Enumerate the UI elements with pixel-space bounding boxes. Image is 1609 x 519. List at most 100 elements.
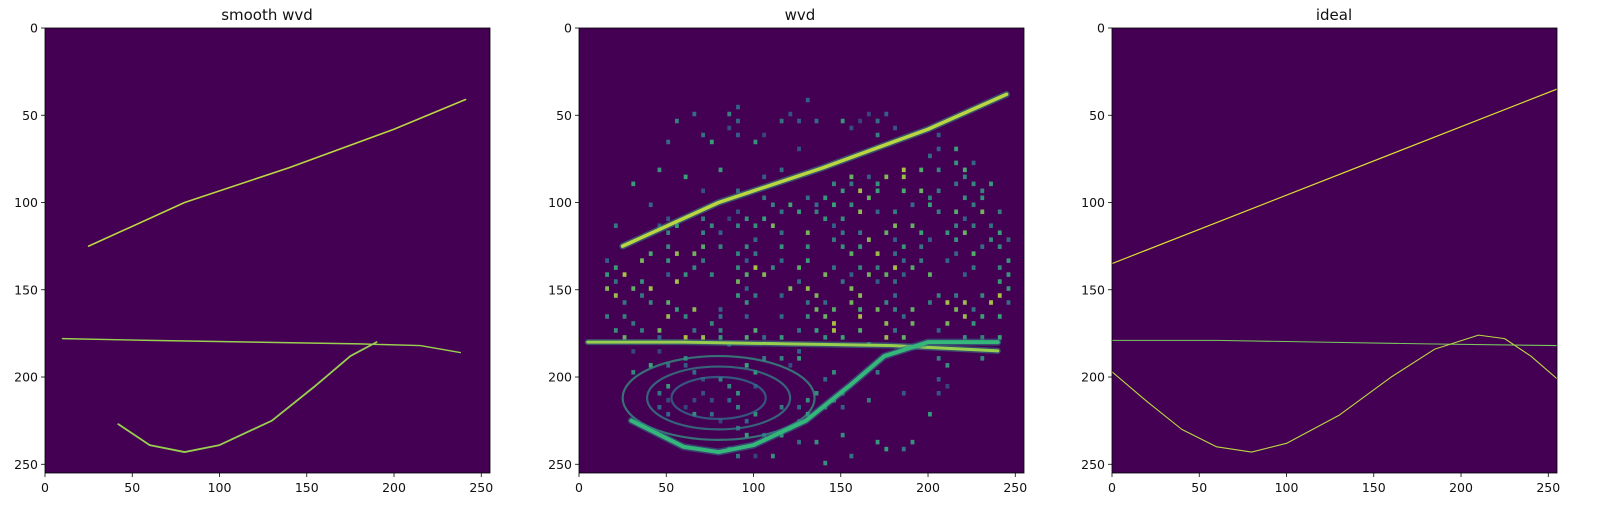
interference-cell	[945, 300, 950, 305]
y-tick-label: 250	[14, 457, 38, 472]
interference-cell	[805, 286, 810, 291]
interference-cell	[997, 230, 1002, 235]
interference-cell	[832, 307, 836, 312]
interference-cell	[779, 244, 784, 249]
trace-constant	[586, 340, 1000, 353]
interference-cell	[605, 258, 610, 263]
interference-cell	[762, 356, 767, 361]
interference-cell	[962, 167, 967, 173]
interference-cell	[666, 230, 671, 235]
interference-cell	[709, 397, 714, 403]
interference-cell	[962, 314, 967, 319]
interference-cell	[919, 167, 924, 173]
interference-cell	[753, 139, 758, 145]
interference-cell	[936, 188, 941, 194]
interference-cell	[718, 335, 723, 340]
interference-pattern	[605, 97, 1011, 466]
interference-cell	[823, 195, 828, 201]
interference-cell	[814, 390, 819, 396]
trace-chirp	[87, 98, 467, 247]
interference-cell	[762, 132, 767, 138]
interference-cell	[692, 328, 697, 333]
interference-cell	[657, 335, 662, 340]
interference-cell	[631, 370, 636, 375]
interference-cell	[858, 230, 863, 235]
x-tick-label: 150	[295, 480, 319, 495]
interference-cell	[823, 460, 828, 466]
interference-cell	[858, 188, 863, 194]
interference-cell	[666, 300, 671, 305]
interference-cell	[770, 453, 775, 459]
interference-cell	[849, 181, 854, 187]
interference-cell	[770, 202, 775, 208]
interference-cell	[753, 370, 758, 375]
interference-cell	[893, 125, 897, 131]
interference-cell	[736, 209, 740, 215]
y-tick-label: 200	[1081, 370, 1105, 385]
interference-cell	[762, 174, 767, 180]
interference-cell	[701, 230, 705, 235]
interference-cell	[840, 188, 845, 194]
y-tick-label: 150	[1081, 282, 1105, 297]
interference-cell	[954, 223, 959, 228]
interference-cell	[666, 216, 671, 222]
interference-cell	[692, 251, 697, 256]
interference-cell	[954, 251, 959, 256]
y-tick-label: 150	[14, 282, 38, 297]
interference-cell	[901, 272, 906, 277]
axes-frame	[578, 27, 1025, 474]
interference-cell	[640, 293, 644, 298]
interference-cell	[814, 293, 819, 298]
interference-cell	[718, 244, 723, 249]
interference-cell	[901, 167, 906, 173]
interference-cell	[875, 118, 880, 124]
interference-cell	[823, 300, 828, 305]
interference-cell	[692, 411, 697, 417]
interference-cell	[832, 321, 836, 326]
interference-cell	[928, 237, 932, 242]
interference-cell	[989, 300, 993, 305]
interference-cell	[945, 258, 950, 263]
interference-cell	[814, 307, 819, 312]
interference-cell	[666, 384, 671, 389]
y-tick-label: 0	[1097, 21, 1105, 36]
interference-cell	[648, 363, 653, 368]
interference-cell	[893, 209, 897, 215]
interference-cell	[648, 202, 653, 208]
interference-cell	[613, 293, 618, 298]
x-tick-label: 250	[469, 480, 493, 495]
interference-cell	[701, 244, 705, 249]
interference-cell	[692, 397, 697, 403]
interference-cell	[901, 188, 906, 194]
interference-cell	[928, 153, 932, 159]
interference-cell	[762, 216, 767, 222]
interference-cell	[901, 335, 906, 340]
interference-cell	[840, 404, 845, 410]
interference-cell	[849, 251, 854, 256]
heatmap-background	[1112, 28, 1557, 473]
interference-cell	[875, 251, 880, 256]
y-tick-label: 200	[548, 370, 572, 385]
interference-cell	[692, 111, 697, 117]
interference-cell	[832, 328, 836, 333]
interference-cell	[736, 188, 740, 194]
interference-cell	[657, 404, 662, 410]
interference-cell	[613, 223, 618, 228]
interference-cell	[674, 251, 679, 256]
interference-cell	[980, 335, 985, 340]
interference-cell	[971, 181, 976, 187]
interference-cell	[910, 321, 915, 326]
heatmap-content	[1112, 88, 1557, 453]
interference-cell	[797, 279, 801, 284]
interference-cell	[805, 314, 810, 319]
interference-cell	[893, 279, 897, 284]
heatmap-content	[584, 91, 1011, 466]
interference-cell	[797, 265, 801, 270]
interference-cell	[805, 300, 810, 305]
interference-cell	[683, 335, 688, 340]
interference-cell	[962, 216, 967, 222]
interference-cell	[893, 265, 897, 270]
interference-cell	[832, 370, 836, 375]
interference-cell	[875, 209, 880, 215]
